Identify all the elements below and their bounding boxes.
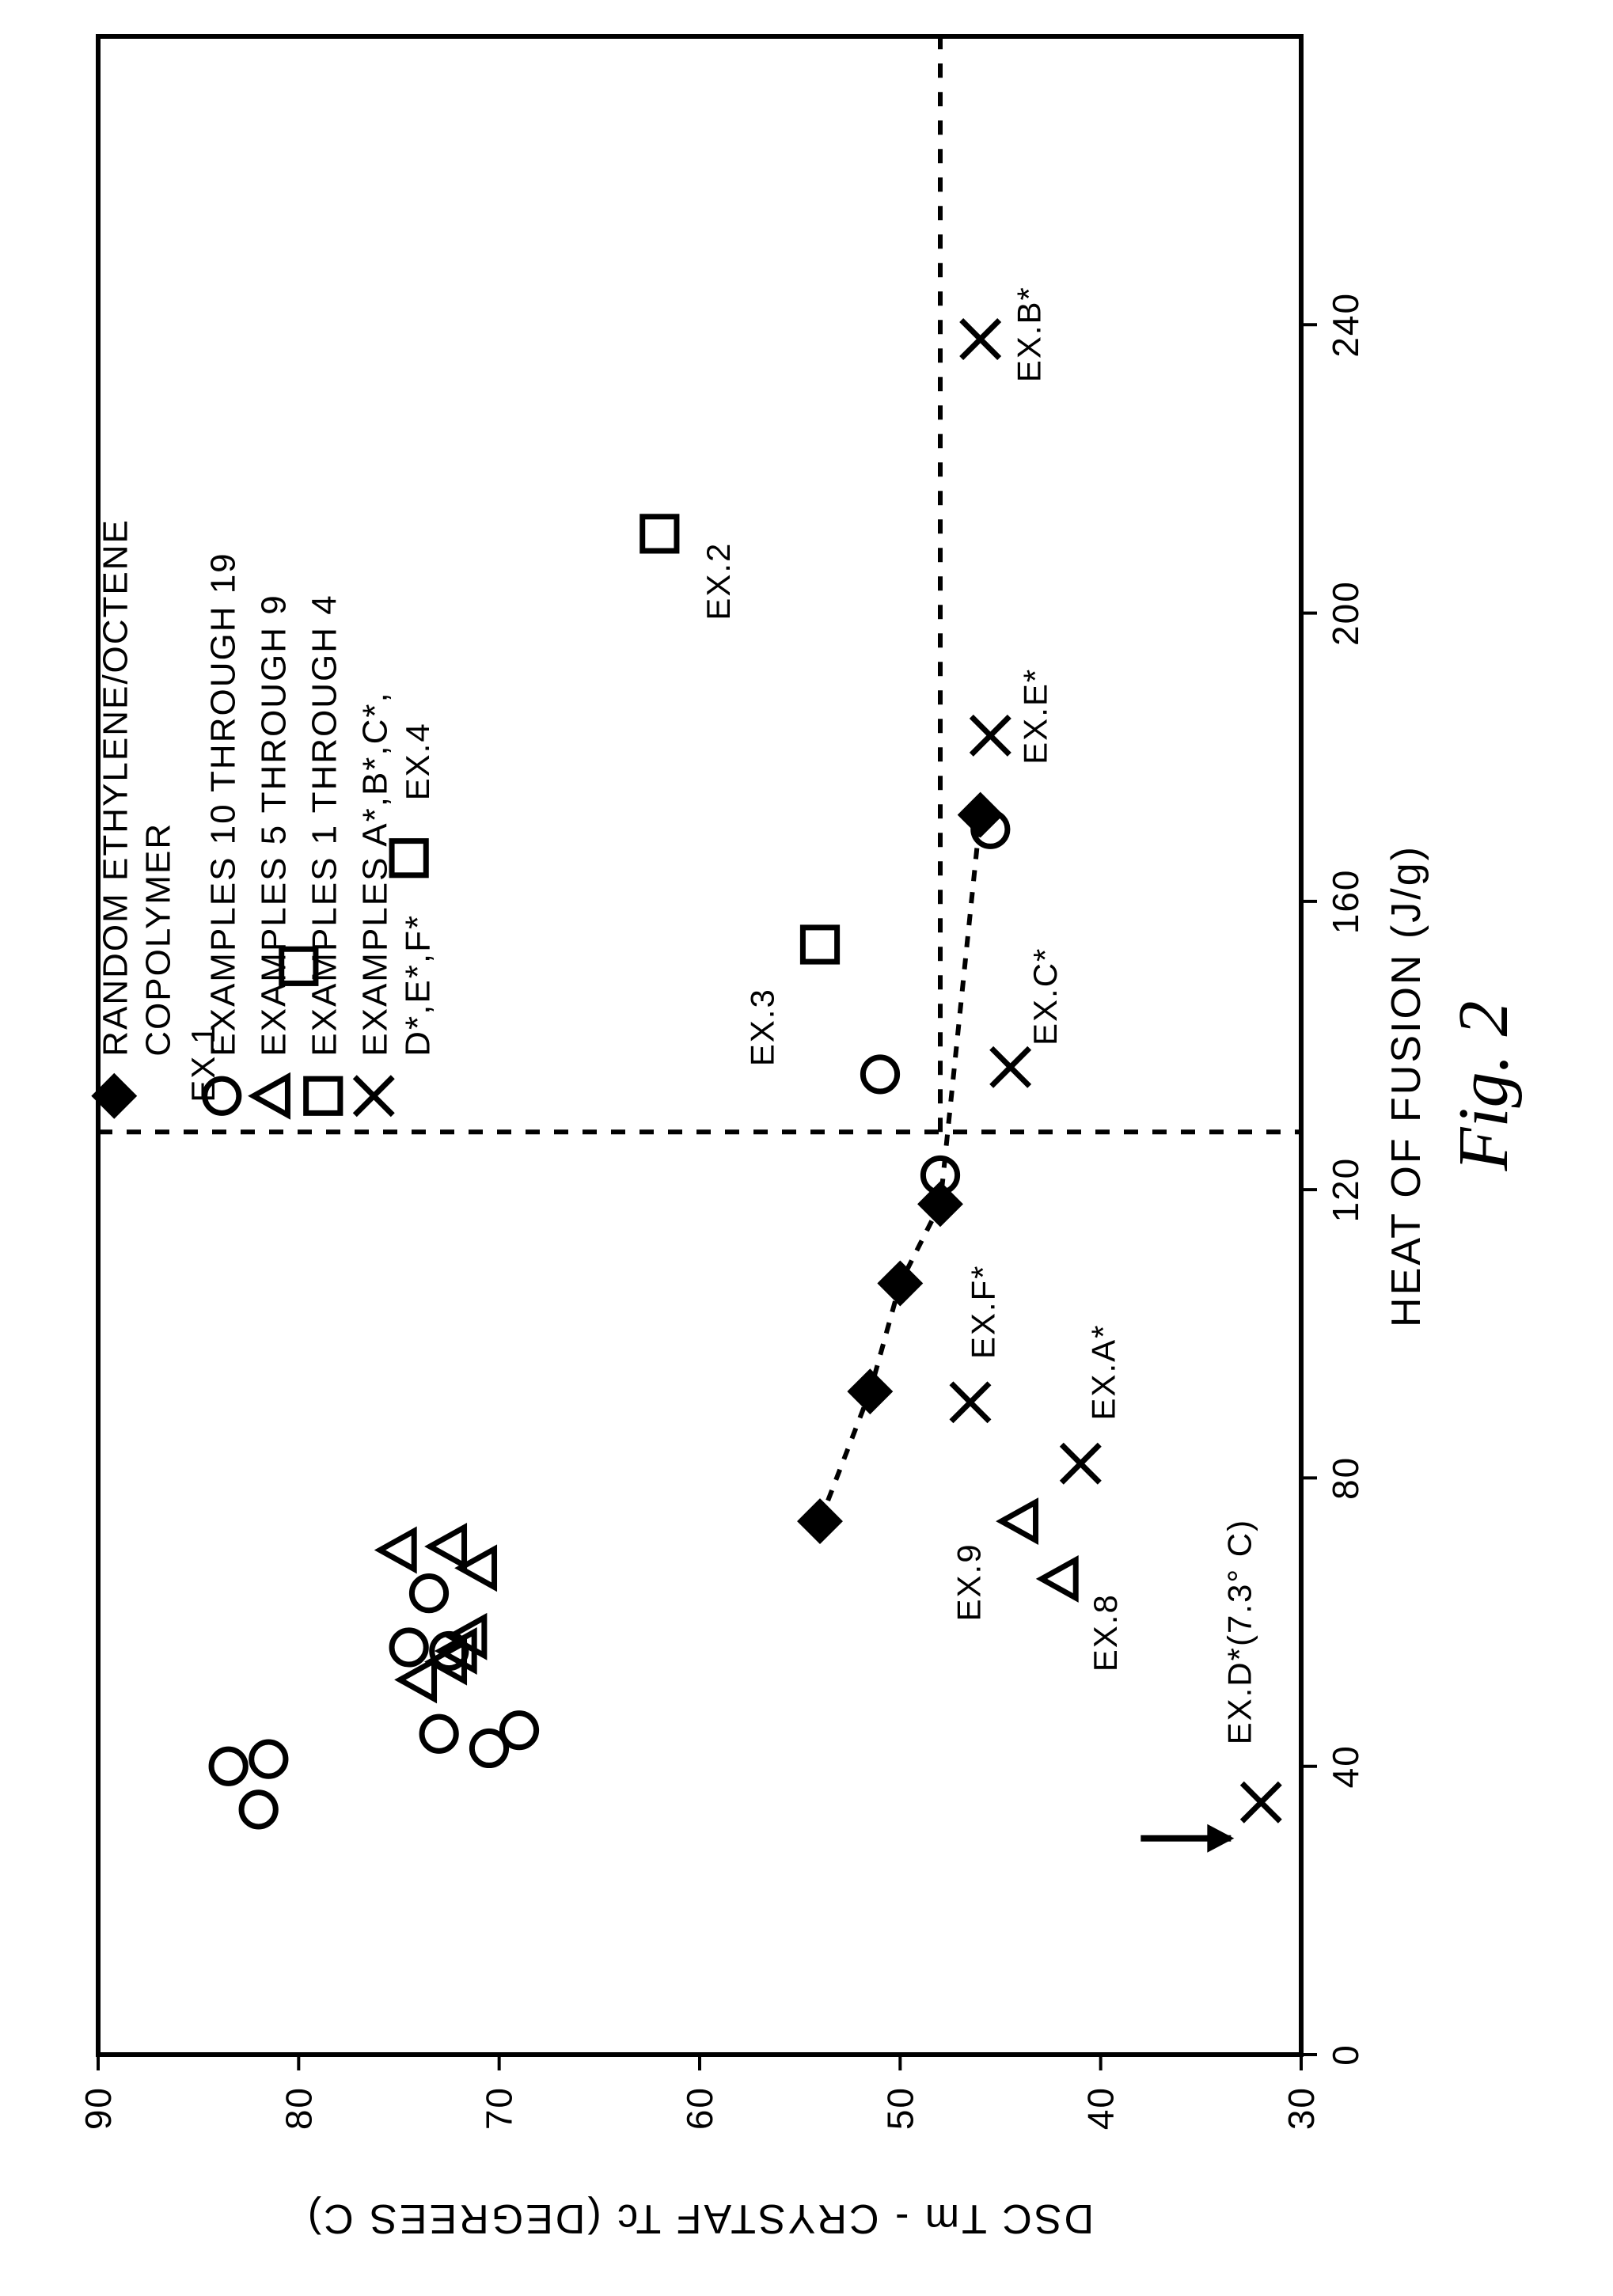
y-tick-label: 90 (78, 2086, 119, 2130)
triangle-icon (1001, 1502, 1035, 1540)
diamond-icon (881, 1264, 919, 1302)
arrow-head-icon (1207, 1824, 1234, 1852)
point-label: EX.9 (951, 1543, 988, 1621)
point-label: EX.C* (1027, 947, 1064, 1045)
y-tick-label: 80 (278, 2086, 319, 2130)
y-tick-label: 60 (679, 2086, 720, 2130)
legend: RANDOM ETHYLENE/OCTENECOPOLYMER EXAMPLES … (95, 518, 437, 1115)
diamond-icon (851, 1372, 889, 1410)
x-axis-title: HEAT OF FUSION (J/g) (1383, 844, 1429, 1327)
square-icon (306, 1079, 340, 1113)
x-tick-label: 80 (1325, 1455, 1366, 1499)
point-label: EX.3 (744, 988, 781, 1066)
y-axis-title: DSC Tm - CRYSTAF Tc (DEGREES C) (306, 2195, 1094, 2241)
point-label: EX.8 (1087, 1593, 1124, 1672)
x-tick-label: 240 (1325, 291, 1366, 357)
triangle-icon (253, 1076, 287, 1114)
point-label: EX.A* (1084, 1323, 1122, 1420)
triangle-icon (380, 1531, 414, 1569)
legend-label: COPOLYMER (139, 822, 177, 1056)
point-label: EX.4 (399, 722, 436, 800)
circle-icon (252, 1742, 286, 1776)
figure-label: Fig. 2 (1444, 1000, 1523, 1171)
legend-label: EXAMPLES 1 THROUGH 4 (305, 594, 343, 1056)
triangle-icon (1042, 1559, 1076, 1597)
diamond-icon (95, 1076, 133, 1114)
point-label: EX.D*(7.3° C) (1221, 1518, 1258, 1744)
square-icon (803, 927, 837, 961)
diamond-icon (801, 1502, 839, 1540)
x-tick-label: 200 (1325, 580, 1366, 646)
circle-icon (863, 1057, 897, 1091)
legend-label: EXAMPLES 5 THROUGH 9 (254, 594, 293, 1056)
x-tick-label: 120 (1325, 1156, 1366, 1222)
point-label: EX.E* (1016, 667, 1053, 764)
x-tick-label: 160 (1325, 868, 1366, 934)
y-tick-label: 30 (1281, 2086, 1322, 2130)
y-tick-label: 50 (879, 2086, 920, 2130)
legend-label: D*,E*,F* (398, 913, 437, 1056)
circle-icon (422, 1717, 456, 1751)
circle-icon (392, 1630, 426, 1664)
y-tick-label: 40 (1080, 2086, 1122, 2130)
scatter-chart: 0 40 80 120 160 200 240 30 40 50 60 70 80 90 HEAT OF F… (74, 13, 1539, 2284)
square-icon (643, 516, 677, 550)
legend-label: EXAMPLES A*,B*,C*, (355, 691, 394, 1057)
legend-label: RANDOM ETHYLENE/OCTENE (96, 518, 135, 1057)
circle-icon (241, 1792, 275, 1826)
circle-icon (211, 1749, 245, 1783)
circle-icon (502, 1713, 536, 1747)
legend-label: EXAMPLES 10 THROUGH 19 (203, 552, 242, 1056)
x-tick-label: 0 (1325, 2044, 1366, 2066)
point-label: EX.2 (700, 541, 737, 620)
point-label: EX.B* (1011, 286, 1048, 382)
triangle-icon (430, 1527, 464, 1565)
point-label: EX.F* (964, 1264, 1001, 1359)
circle-icon (412, 1576, 446, 1610)
y-tick-label: 70 (479, 2086, 520, 2130)
x-tick-label: 40 (1325, 1744, 1366, 1788)
square-icon (392, 841, 426, 875)
chart-container: 0 40 80 120 160 200 240 30 40 50 60 70 80 90 HEAT OF F… (74, 13, 1539, 2284)
